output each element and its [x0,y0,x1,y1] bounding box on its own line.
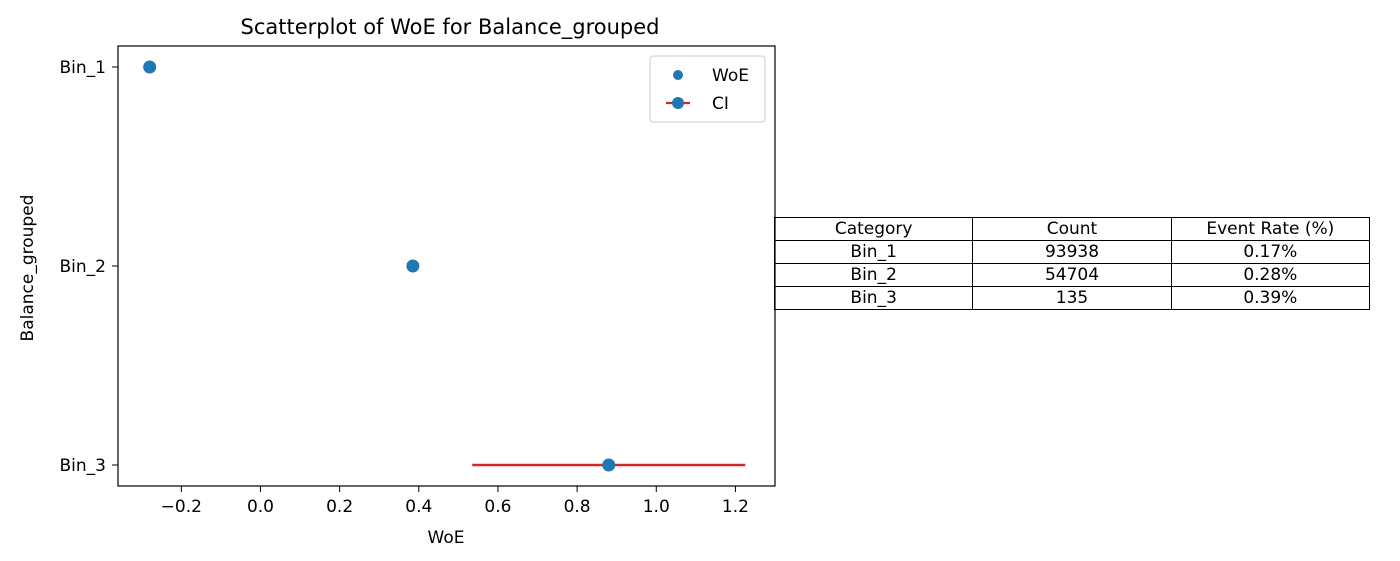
x-tick-label: 0.0 [247,497,274,517]
x-tick-label: 1.2 [722,497,749,517]
x-axis-label: WoE [428,528,465,548]
table-row: Bin_3 135 0.39% [773,286,1371,310]
woe-point [143,60,157,74]
cell-category: Bin_1 [773,240,974,264]
legend-ci-label: CI [712,94,729,114]
y-tick-label: Bin_3 [60,456,106,476]
legend: WoE CI [649,55,766,123]
cell-category: Bin_2 [773,263,974,287]
bin-stats-table: Category Count Event Rate (%) Bin_1 9393… [773,217,1371,310]
cell-event-rate: 0.28% [1170,263,1371,287]
table-header-row: Category Count Event Rate (%) [773,217,1371,241]
chart-title: Scatterplot of WoE for Balance_grouped [241,15,660,40]
y-tick-label: Bin_1 [60,58,106,78]
cell-count: 135 [972,286,1172,310]
cell-event-rate: 0.39% [1170,286,1371,310]
legend-woe-label: WoE [712,66,749,86]
x-tick-label: 0.8 [564,497,591,517]
woe-series [143,60,616,472]
header-count: Count [972,217,1172,241]
x-axis: −0.2 0.0 0.2 0.4 0.6 0.8 1.0 1.2 [161,486,749,517]
y-axis: Bin_1 Bin_2 Bin_3 [60,58,118,476]
x-tick-label: 0.6 [484,497,511,517]
x-tick-label: 0.2 [326,497,353,517]
header-category: Category [773,217,974,241]
cell-count: 54704 [972,263,1172,287]
y-axis-label: Balance_grouped [18,195,38,342]
x-tick-label: −0.2 [161,497,202,517]
cell-count: 93938 [972,240,1172,264]
table-row: Bin_2 54704 0.28% [773,263,1371,287]
table-row: Bin_1 93938 0.17% [773,240,1371,264]
woe-point [602,458,616,472]
x-tick-label: 1.0 [643,497,670,517]
legend-woe-marker [673,70,683,80]
x-tick-label: 0.4 [405,497,432,517]
y-tick-label: Bin_2 [60,257,106,277]
legend-ci-marker [672,97,684,109]
cell-event-rate: 0.17% [1170,240,1371,264]
header-event-rate: Event Rate (%) [1170,217,1371,241]
cell-category: Bin_3 [773,286,974,310]
woe-point [406,259,420,273]
